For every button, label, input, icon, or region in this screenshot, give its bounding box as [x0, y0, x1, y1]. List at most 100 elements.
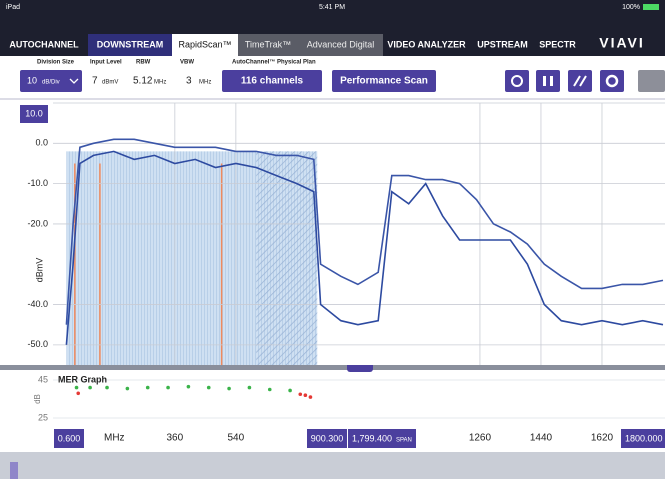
tab[interactable]	[88, 34, 172, 56]
span-unit: SPAN	[396, 438, 412, 444]
control-value: 7	[92, 76, 98, 87]
search-button[interactable]	[638, 70, 665, 92]
x-tick-label: 1620	[591, 433, 614, 444]
mer-point	[308, 395, 313, 399]
x-tick-label: 540	[228, 433, 245, 444]
mer-point	[125, 386, 130, 391]
scan-button[interactable]	[332, 70, 436, 92]
divider	[0, 98, 665, 100]
y-tick-label: 0.0	[35, 138, 48, 148]
mer-point	[267, 387, 272, 392]
spectrum-trace	[65, 150, 664, 345]
mer-point	[76, 391, 81, 396]
center-box[interactable]	[307, 429, 347, 448]
mer-point	[206, 385, 211, 390]
battery-icon	[643, 4, 659, 10]
status-battery: 100%	[622, 4, 640, 11]
control-value: 3	[186, 76, 192, 87]
y-tick-label: -50.0	[27, 339, 48, 349]
scrub-bar[interactable]	[0, 365, 665, 370]
y-tick-label: -20.0	[27, 218, 48, 228]
tab[interactable]	[172, 34, 238, 56]
channels-button-label: 116 channels	[241, 76, 304, 87]
mer-point	[105, 385, 109, 390]
tab-label: RapidScan™	[178, 39, 231, 49]
icon-button[interactable]	[568, 70, 592, 92]
division-button[interactable]	[20, 70, 82, 92]
control-unit: dBmV	[102, 80, 118, 86]
y-top-box	[20, 105, 48, 123]
tab[interactable]	[470, 34, 535, 56]
icon-button[interactable]	[505, 70, 529, 92]
y-tick-label: -40.0	[27, 299, 48, 309]
control-label: Input Level	[90, 60, 122, 66]
mer-point	[288, 388, 292, 393]
tab-label: Advanced Digital	[307, 39, 375, 49]
tab[interactable]	[383, 34, 470, 56]
control-unit: MHz	[199, 80, 211, 86]
mer-y-label: dB	[33, 394, 42, 404]
pause-icon	[543, 76, 546, 86]
control-unit: MHz	[154, 80, 166, 86]
tab[interactable]	[535, 34, 580, 56]
start-box[interactable]	[54, 429, 84, 448]
status-device: iPad	[6, 4, 20, 11]
tab[interactable]	[238, 34, 298, 56]
scan-button-label: Performance Scan	[340, 76, 428, 87]
span-box[interactable]	[348, 429, 416, 448]
mer-point	[227, 386, 231, 391]
mer-tick-label: 25	[38, 412, 48, 422]
brand: VIAVI	[599, 35, 645, 51]
mer-point	[74, 385, 79, 390]
division-unit: dB/Div	[42, 80, 60, 86]
stop-box[interactable]	[621, 429, 665, 448]
plan-label: AutoChannel™ Physical Plan	[232, 59, 316, 66]
tab-label: SPECTR	[539, 39, 576, 49]
footer-handle	[10, 462, 18, 479]
tab-label: AUTOCHANNEL	[9, 39, 79, 49]
mer-point	[88, 385, 92, 390]
dropdown-icon	[69, 78, 79, 84]
stop-label: 1800.000	[625, 433, 663, 443]
y-tick-label: -10.0	[27, 178, 48, 188]
tab-label: UPSTREAM	[477, 39, 528, 49]
icon-button[interactable]	[536, 70, 560, 92]
mer-point	[186, 384, 191, 389]
mer-point	[247, 385, 252, 390]
traces	[65, 138, 664, 345]
center-label: 900.300	[311, 433, 344, 443]
mer-title: MER Graph	[58, 374, 107, 384]
start-label: 0.600	[58, 433, 81, 443]
y-tick-label: 10.0	[25, 108, 43, 118]
status-time: 5:41 PM	[319, 4, 345, 11]
tab-label: DOWNSTREAM	[97, 39, 164, 49]
mer-point	[303, 393, 308, 398]
tab-label: VIDEO ANALYZER	[387, 39, 466, 49]
mer-tick-label: 45	[38, 374, 48, 384]
hatched-band	[256, 151, 318, 365]
tab-label: TimeTrak™	[245, 39, 291, 49]
settings-icon	[605, 74, 619, 88]
x-unit: MHz	[104, 433, 125, 444]
mer-point	[145, 385, 150, 390]
mer-point	[298, 392, 303, 397]
span-label: 1,799.400	[352, 433, 392, 443]
icon-button[interactable]	[600, 70, 624, 92]
mer-point	[166, 385, 170, 390]
x-tick-label: 360	[166, 433, 183, 444]
tab[interactable]	[298, 34, 383, 56]
channels-button[interactable]	[222, 70, 322, 92]
x-tick-label: 1440	[530, 433, 553, 444]
control-label: RBW	[136, 60, 151, 66]
x-tick-label: 1260	[469, 433, 492, 444]
control-value: 5.12	[133, 76, 153, 87]
swap-icon	[573, 75, 587, 87]
division-value: 10	[27, 75, 37, 85]
spectrum-trace	[65, 138, 664, 325]
control-label: Division Size	[37, 60, 75, 66]
footer-bar	[0, 452, 665, 479]
tab[interactable]	[0, 34, 88, 56]
control-label: VBW	[180, 60, 194, 66]
